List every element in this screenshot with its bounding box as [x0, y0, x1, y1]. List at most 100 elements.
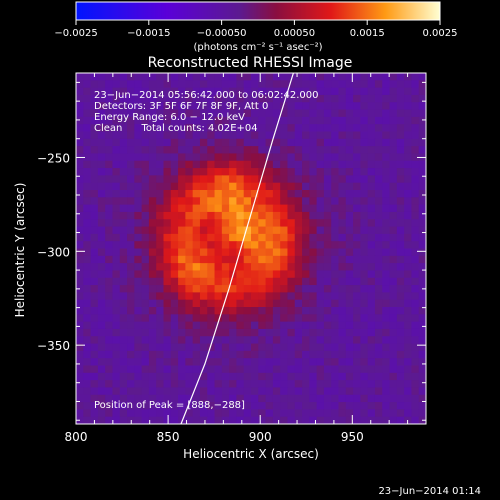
heatmap-cell [287, 102, 296, 111]
heatmap-cell [90, 285, 99, 293]
heatmap-cell [367, 146, 376, 155]
heatmap-cell [134, 328, 143, 337]
heatmap-cell [418, 394, 426, 403]
heatmap-cell [294, 372, 303, 381]
heatmap-cell [418, 233, 426, 242]
heatmap-cell [302, 197, 310, 206]
heatmap-cell [185, 248, 194, 257]
heatmap-cell [309, 343, 318, 352]
heatmap-cell [148, 277, 157, 286]
heatmap-cell [112, 358, 121, 367]
heatmap-cell [309, 314, 318, 323]
heatmap-cell [411, 343, 420, 352]
heatmap-cell [367, 204, 376, 213]
heatmap-cell [127, 226, 135, 235]
heatmap-cell [323, 387, 332, 396]
heatmap-cell [119, 336, 128, 345]
heatmap-cell [127, 307, 135, 315]
heatmap-cell [265, 292, 274, 301]
heatmap-cell [265, 197, 274, 206]
heatmap-cell [229, 255, 238, 264]
heatmap-cell [83, 255, 92, 264]
heatmap-cell [90, 182, 99, 191]
heatmap-cell [353, 350, 361, 359]
heatmap-cell [105, 409, 114, 418]
heatmap-cell [418, 307, 426, 315]
heatmap-cell [243, 73, 252, 81]
heatmap-cell [185, 233, 194, 242]
heatmap-cell [207, 124, 216, 133]
heatmap-cell [265, 255, 274, 264]
heatmap-cell [316, 146, 325, 155]
heatmap-cell [360, 358, 369, 367]
heatmap-cell [294, 160, 303, 169]
heatmap-cell [185, 277, 194, 286]
heatmap-cell [192, 248, 201, 257]
heatmap-cell [411, 211, 420, 220]
heatmap-cell [389, 263, 398, 272]
heatmap-cell [309, 80, 318, 89]
heatmap-cell [353, 87, 361, 96]
heatmap-cell [345, 73, 354, 81]
heatmap-cell [119, 299, 128, 308]
heatmap-cell [331, 248, 340, 257]
heatmap-cell [214, 307, 223, 315]
heatmap-cell [265, 233, 274, 242]
heatmap-cell [272, 277, 281, 286]
heatmap-cell [294, 270, 303, 279]
heatmap-cell [112, 146, 121, 155]
heatmap-cell [258, 168, 267, 176]
heatmap-cell [367, 307, 376, 315]
heatmap-cell [148, 328, 157, 337]
heatmap-cell [389, 153, 398, 162]
heatmap-cell [221, 314, 230, 323]
heatmap-cell [170, 394, 179, 403]
heatmap-cell [178, 211, 186, 220]
heatmap-cell [258, 233, 267, 242]
heatmap-cell [185, 131, 194, 140]
heatmap-cell [272, 380, 281, 389]
heatmap-cell [178, 116, 186, 125]
heatmap-cell [76, 328, 84, 337]
heatmap-cell [272, 255, 281, 264]
heatmap-cell [148, 204, 157, 213]
heatmap-cell [411, 299, 420, 308]
heatmap-cell [192, 182, 201, 191]
heatmap-cell [148, 190, 157, 198]
heatmap-cell [258, 94, 267, 103]
heatmap-cell [353, 116, 361, 125]
heatmap-cell [207, 226, 216, 235]
heatmap-cell [287, 87, 296, 96]
heatmap-cell [178, 336, 186, 345]
heatmap-cell [374, 350, 383, 359]
heatmap-cell [411, 109, 420, 118]
heatmap-cell [170, 138, 179, 147]
heatmap-cell [418, 182, 426, 191]
heatmap-cell [243, 168, 252, 176]
heatmap-cell [76, 168, 84, 176]
heatmap-cell [294, 219, 303, 228]
heatmap-cell [105, 358, 114, 367]
heatmap-cell [280, 299, 289, 308]
heatmap-cell [214, 160, 223, 169]
heatmap-cell [170, 358, 179, 367]
heatmap-cell [294, 299, 303, 308]
heatmap-cell [229, 380, 238, 389]
heatmap-cell [265, 80, 274, 89]
heatmap-cell [287, 314, 296, 323]
heatmap-cell [192, 153, 201, 162]
heatmap-cell [112, 321, 121, 330]
heatmap-cell [382, 409, 391, 418]
heatmap-cell [338, 175, 347, 184]
heatmap-cell [411, 292, 420, 301]
heatmap-cell [105, 416, 114, 424]
heatmap-cell [141, 226, 150, 235]
heatmap-cell [323, 182, 332, 191]
heatmap-cell [404, 292, 413, 301]
heatmap-cell [389, 109, 398, 118]
heatmap-cell [199, 394, 208, 403]
heatmap-cell [280, 116, 289, 125]
heatmap-cell [331, 153, 340, 162]
heatmap-cell [229, 299, 238, 308]
heatmap-cell [294, 73, 303, 81]
